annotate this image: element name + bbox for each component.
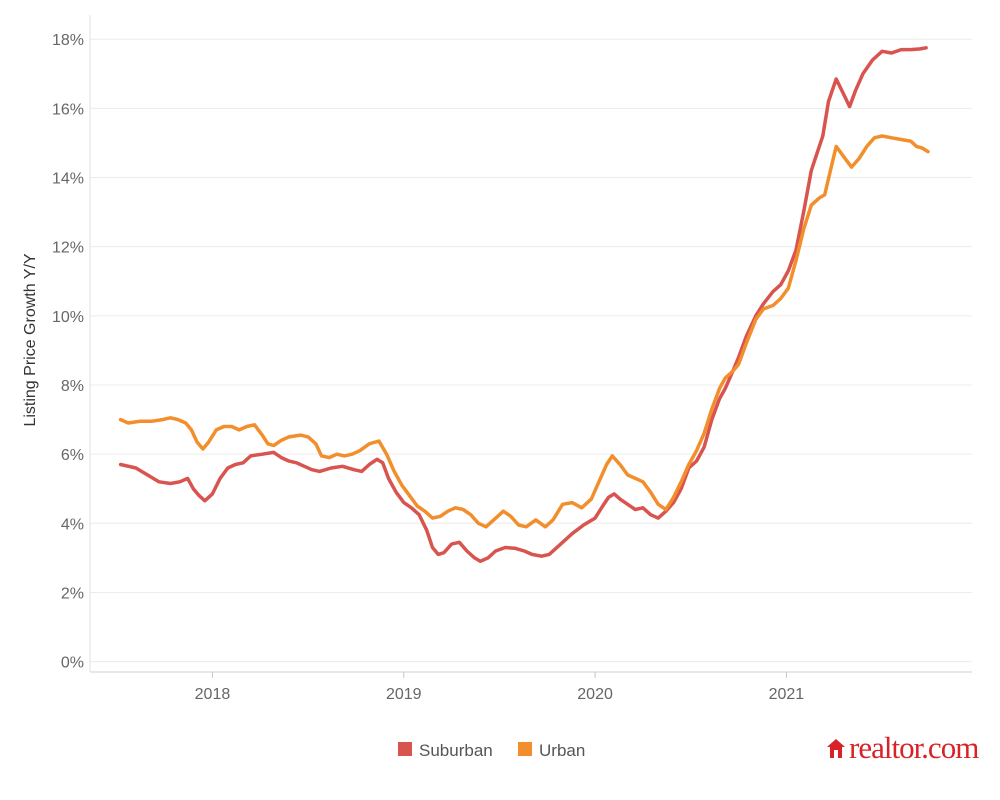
series-line-urban <box>118 134 930 529</box>
y-tick-label: 8% <box>61 378 84 395</box>
series-line-suburban <box>118 46 928 564</box>
logo-text: realtor.com <box>849 730 979 765</box>
legend-label: Urban <box>539 741 585 760</box>
y-axis-ticks: 0% 2% 4% 6% 8% 10% 12% 14% 16% 18% <box>52 32 84 671</box>
y-tick-label: 0% <box>61 655 84 672</box>
legend-label: Suburban <box>419 741 493 760</box>
x-axis-ticks: 2018 2019 2020 2021 <box>195 672 805 703</box>
y-tick-label: 6% <box>61 447 84 464</box>
y-tick-label: 14% <box>52 171 84 188</box>
y-tick-label: 4% <box>61 516 84 533</box>
y-tick-label: 2% <box>61 585 84 602</box>
house-icon <box>827 739 845 758</box>
x-tick-label: 2019 <box>386 686 422 703</box>
x-tick-label: 2020 <box>577 686 613 703</box>
series-lines <box>118 46 930 564</box>
legend-item-suburban[interactable]: Suburban <box>398 741 493 760</box>
realtor-logo: realtor.com <box>826 728 979 768</box>
y-tick-label: 12% <box>52 240 84 257</box>
x-tick-label: 2018 <box>195 686 231 703</box>
y-tick-label: 10% <box>52 309 84 326</box>
legend[interactable]: Suburban Urban <box>398 741 585 760</box>
gridlines <box>90 38 972 663</box>
y-axis-title: Listing Price Growth Y/Y <box>22 253 39 426</box>
y-tick-label: 16% <box>52 101 84 118</box>
x-tick-label: 2021 <box>769 686 805 703</box>
legend-swatch <box>398 742 412 756</box>
legend-item-urban[interactable]: Urban <box>518 741 585 760</box>
legend-swatch <box>518 742 532 756</box>
axes <box>89 15 972 673</box>
y-tick-label: 18% <box>52 32 84 49</box>
